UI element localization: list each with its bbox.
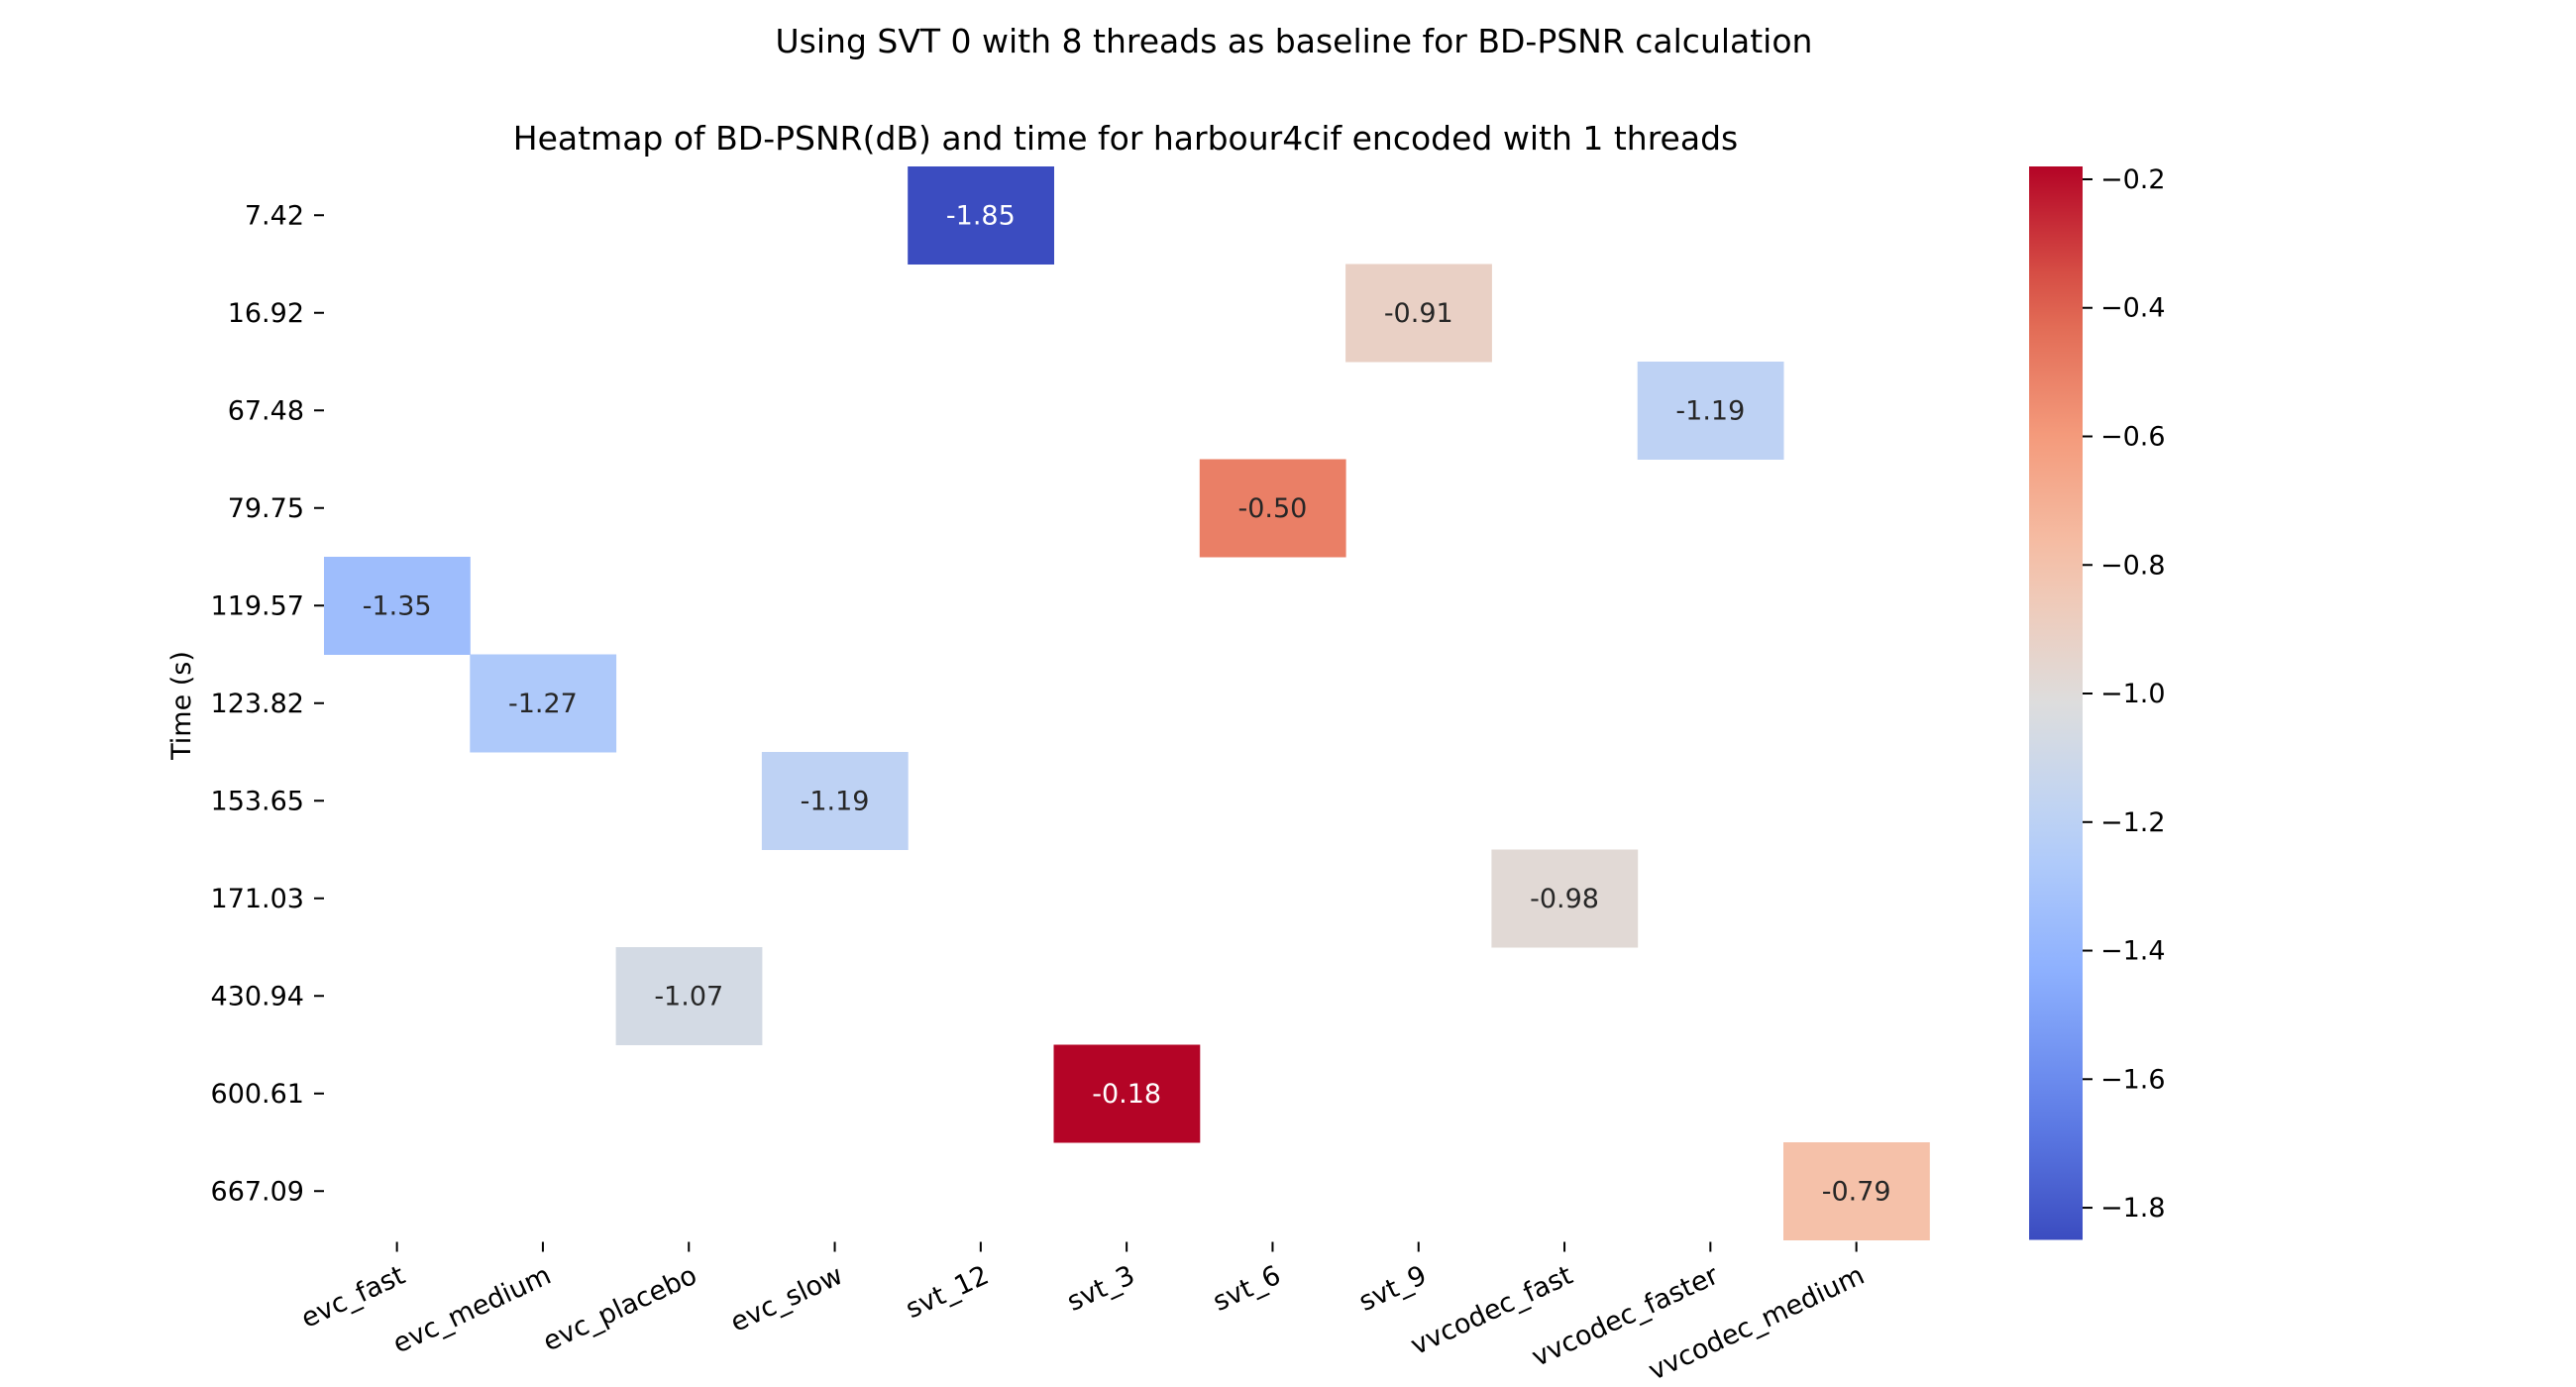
y-tick-label: 430.94 xyxy=(211,981,304,1012)
cell-value-label: -0.50 xyxy=(1238,493,1308,524)
cell-value-label: -1.35 xyxy=(363,590,432,621)
x-tick-label: evc_slow xyxy=(726,1260,848,1338)
y-tick-label: 600.61 xyxy=(211,1079,304,1110)
y-tick-label: 7.42 xyxy=(245,200,304,231)
heatmap-cell xyxy=(1491,849,1639,948)
heatmap-cell xyxy=(615,947,763,1045)
colorbar-tick-label: −1.0 xyxy=(2100,679,2166,709)
colorbar-tick-label: −0.2 xyxy=(2100,164,2166,195)
y-tick-label: 171.03 xyxy=(211,884,304,914)
colorbar-tick-label: −1.4 xyxy=(2100,936,2166,967)
colorbar-tick-label: −0.6 xyxy=(2100,421,2166,452)
y-tick-label: 153.65 xyxy=(211,786,304,816)
x-tick-label: svt_12 xyxy=(901,1260,993,1325)
x-tick-label: evc_medium xyxy=(388,1260,556,1360)
y-tick-label: 67.48 xyxy=(228,395,304,426)
y-tick-label: 79.75 xyxy=(228,493,304,524)
heatmap-cell xyxy=(761,752,909,850)
heatmap-cell xyxy=(908,166,1054,265)
colorbar-tick-label: −0.8 xyxy=(2100,550,2166,581)
x-tick-label: svt_6 xyxy=(1209,1260,1286,1318)
cell-value-label: -1.85 xyxy=(946,200,1016,231)
cell-value-label: -1.19 xyxy=(1675,395,1745,426)
x-tick-label: svt_9 xyxy=(1354,1260,1432,1318)
heatmap-cell xyxy=(1199,459,1346,558)
cell-value-label: -1.19 xyxy=(801,786,870,816)
heatmap-cell xyxy=(470,654,617,753)
colorbar-tick-label: −1.2 xyxy=(2100,807,2166,838)
cell-value-label: -1.27 xyxy=(508,689,578,719)
colorbar-gradient xyxy=(2029,166,2083,1240)
x-tick-label: evc_fast xyxy=(296,1260,409,1334)
y-axis-ticks: 7.42 16.92 67.48 79.75 119.57 123.82 153.65 171… xyxy=(211,200,324,1207)
y-tick-label: 16.92 xyxy=(228,298,304,329)
cell-value-label: -0.91 xyxy=(1384,298,1453,329)
x-tick-label: evc_placebo xyxy=(539,1260,702,1358)
chart-title: Heatmap of BD-PSNR(dB) and time for harb… xyxy=(513,119,1738,158)
cell-value-label: -1.07 xyxy=(654,981,723,1012)
y-axis-label: Time (s) xyxy=(166,651,197,761)
chart-suptitle: Using SVT 0 with 8 threads as baseline f… xyxy=(776,22,1813,60)
y-tick-label: 667.09 xyxy=(211,1176,304,1207)
heatmap-cell xyxy=(324,557,471,655)
heatmap-cell xyxy=(1783,1142,1930,1240)
heatmap-cell xyxy=(1345,264,1492,363)
y-tick-label: 123.82 xyxy=(211,689,304,719)
colorbar-tick-label: −0.4 xyxy=(2100,293,2166,324)
cell-value-label: -0.79 xyxy=(1822,1176,1891,1207)
heatmap-cell xyxy=(1637,362,1784,460)
colorbar: −0.2 −0.4 −0.6 −0.8 −1.0 −1.2 −1.4 −1.6 −1.8 xyxy=(2029,164,2166,1240)
y-tick-label: 119.57 xyxy=(211,590,304,621)
colorbar-tick-label: −1.8 xyxy=(2100,1193,2166,1224)
cell-value-label: -0.18 xyxy=(1092,1079,1161,1110)
colorbar-tick-label: −1.6 xyxy=(2100,1064,2166,1095)
cell-value-label: -0.98 xyxy=(1530,884,1599,914)
heatmap-cells: -1.85 -0.91 -1.19 -0.50 -1.35 -1.27 -1.19 -0.98… xyxy=(324,166,1930,1240)
heatmap-cell xyxy=(1053,1044,1201,1143)
x-tick-label: svt_3 xyxy=(1062,1260,1139,1318)
